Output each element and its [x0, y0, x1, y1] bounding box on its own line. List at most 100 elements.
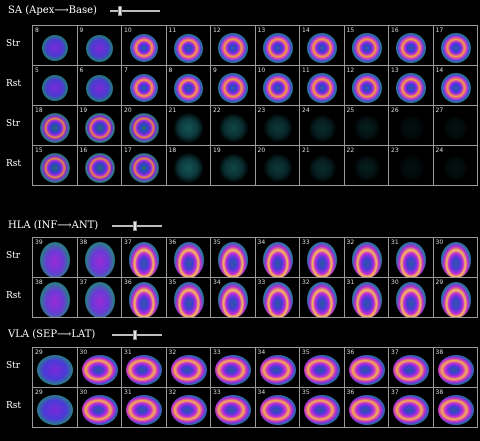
slice-cell[interactable]: 32: [344, 238, 389, 278]
slider-thumb[interactable]: [117, 6, 122, 16]
slice-cell[interactable]: 35: [211, 238, 256, 278]
slider-thumb[interactable]: [132, 221, 137, 231]
slice-cell[interactable]: 37: [389, 388, 434, 428]
slice-number: 9: [79, 27, 84, 34]
slice-cell[interactable]: 30: [77, 348, 122, 388]
slice-cell[interactable]: 22: [344, 146, 389, 186]
slider-track[interactable]: [112, 334, 162, 336]
slice-cell[interactable]: 9: [211, 66, 256, 106]
slice-cell[interactable]: 21: [300, 146, 345, 186]
slice-cell[interactable]: 31: [344, 278, 389, 318]
slice-cell[interactable]: 13: [255, 26, 300, 66]
slice-cell[interactable]: 39: [33, 238, 78, 278]
slice-cell[interactable]: 16: [77, 146, 122, 186]
slice-cell[interactable]: 38: [433, 348, 478, 388]
slice-cell[interactable]: 7: [122, 66, 167, 106]
slice-cell[interactable]: 34: [255, 238, 300, 278]
slice-cell[interactable]: 33: [211, 348, 256, 388]
slice-cell[interactable]: 14: [433, 66, 478, 106]
slice-cell[interactable]: 20: [122, 106, 167, 146]
slice-cell[interactable]: 24: [300, 106, 345, 146]
slice-cell[interactable]: 30: [77, 388, 122, 428]
slice-cell[interactable]: 27: [433, 106, 478, 146]
slider-track[interactable]: [112, 225, 162, 227]
slice-cell[interactable]: 36: [344, 348, 389, 388]
slice-cell[interactable]: 14: [300, 26, 345, 66]
slider-thumb[interactable]: [132, 330, 137, 340]
slice-cell[interactable]: 17: [122, 146, 167, 186]
slice-cell[interactable]: 33: [300, 238, 345, 278]
slice-number: 10: [257, 67, 266, 74]
slice-cell[interactable]: 32: [166, 348, 211, 388]
slice-cell[interactable]: 36: [166, 238, 211, 278]
slice-cell[interactable]: 31: [122, 348, 167, 388]
slice-cell[interactable]: 25: [344, 106, 389, 146]
slice-cell[interactable]: 32: [300, 278, 345, 318]
slice-number: 15: [35, 147, 43, 154]
slice-cell[interactable]: 26: [389, 106, 434, 146]
slider-track[interactable]: [110, 10, 160, 12]
slice-cell[interactable]: 33: [211, 388, 256, 428]
slice-cell[interactable]: 15: [33, 146, 78, 186]
slice-cell[interactable]: 35: [300, 388, 345, 428]
slice-cell[interactable]: 34: [255, 388, 300, 428]
slice-cell[interactable]: 29: [33, 348, 78, 388]
slice-cell[interactable]: 38: [433, 388, 478, 428]
slice-cell[interactable]: 38: [77, 238, 122, 278]
slice-uptake-image: [440, 73, 471, 103]
slice-cell[interactable]: 36: [122, 278, 167, 318]
slice-cell[interactable]: 29: [433, 278, 478, 318]
slice-cell[interactable]: 31: [122, 388, 167, 428]
slice-number: 26: [391, 107, 399, 114]
slice-cell[interactable]: 21: [166, 106, 211, 146]
slice-cell[interactable]: 18: [166, 146, 211, 186]
slice-cell[interactable]: 31: [389, 238, 434, 278]
slice-cell[interactable]: 16: [389, 26, 434, 66]
slice-cell[interactable]: 15: [344, 26, 389, 66]
slice-cell[interactable]: 10: [255, 66, 300, 106]
slice-cell[interactable]: 11: [166, 26, 211, 66]
slice-uptake-image: [443, 155, 469, 181]
slice-cell[interactable]: 5: [33, 66, 78, 106]
slice-uptake-image: [174, 73, 204, 103]
slice-cell[interactable]: 34: [255, 348, 300, 388]
slice-cell[interactable]: 9: [77, 26, 122, 66]
slice-cell[interactable]: 6: [77, 66, 122, 106]
hla-slice-slider[interactable]: [112, 221, 162, 231]
slice-cell[interactable]: 36: [344, 388, 389, 428]
slice-cell[interactable]: 10: [122, 26, 167, 66]
slice-cell[interactable]: 30: [389, 278, 434, 318]
slice-uptake-image: [393, 395, 430, 425]
slice-cell[interactable]: 23: [255, 106, 300, 146]
slice-cell[interactable]: 8: [166, 66, 211, 106]
slice-cell[interactable]: 20: [255, 146, 300, 186]
slice-cell[interactable]: 12: [211, 26, 256, 66]
slice-cell[interactable]: 30: [433, 238, 478, 278]
vla-slice-slider[interactable]: [112, 330, 162, 340]
slice-cell[interactable]: 34: [211, 278, 256, 318]
slice-cell[interactable]: 24: [433, 146, 478, 186]
slice-cell[interactable]: 19: [77, 106, 122, 146]
slice-cell[interactable]: 29: [33, 388, 78, 428]
slice-cell[interactable]: 38: [33, 278, 78, 318]
sa-slice-slider[interactable]: [110, 6, 160, 16]
slice-cell[interactable]: 35: [300, 348, 345, 388]
slice-number: 32: [168, 349, 177, 356]
slice-cell[interactable]: 37: [77, 278, 122, 318]
slice-uptake-image: [440, 242, 471, 277]
slice-cell[interactable]: 18: [33, 106, 78, 146]
slice-cell[interactable]: 32: [166, 388, 211, 428]
slice-cell[interactable]: 33: [255, 278, 300, 318]
slice-cell[interactable]: 19: [211, 146, 256, 186]
slice-cell[interactable]: 22: [211, 106, 256, 146]
slice-cell[interactable]: 11: [300, 66, 345, 106]
slice-cell[interactable]: 23: [389, 146, 434, 186]
slice-cell[interactable]: 35: [166, 278, 211, 318]
slice-cell[interactable]: 37: [389, 348, 434, 388]
slice-uptake-image: [84, 113, 115, 143]
slice-cell[interactable]: 17: [433, 26, 478, 66]
slice-cell[interactable]: 37: [122, 238, 167, 278]
slice-cell[interactable]: 13: [389, 66, 434, 106]
slice-cell[interactable]: 12: [344, 66, 389, 106]
slice-cell[interactable]: 8: [33, 26, 78, 66]
